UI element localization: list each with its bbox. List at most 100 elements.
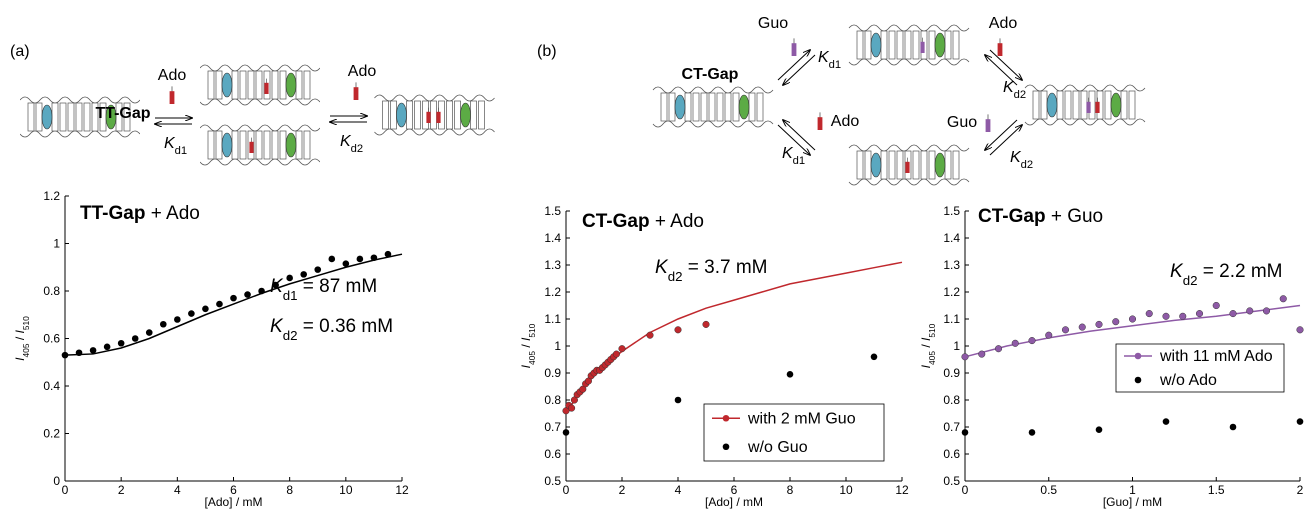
panel-label: (a) xyxy=(10,43,30,60)
text-part: K xyxy=(655,257,669,278)
ligand-icon xyxy=(169,86,175,105)
y-tick-label: 0.7 xyxy=(943,420,960,434)
data-point xyxy=(1229,423,1237,431)
text-part: 405 xyxy=(527,351,537,365)
x-tick-label: 6 xyxy=(731,483,738,497)
text-part: I xyxy=(519,337,533,341)
ligand-icon xyxy=(353,82,359,101)
constant: Kd1 xyxy=(164,135,187,157)
legend-label: with 2 mM Guo xyxy=(747,410,856,427)
y-tick-label: 1.1 xyxy=(943,312,960,326)
text-part: K xyxy=(1010,149,1022,166)
ligand-label: Ado xyxy=(989,15,1018,32)
data-point xyxy=(188,310,195,317)
data-point xyxy=(1011,339,1019,347)
data-point xyxy=(1212,301,1220,310)
data-point xyxy=(356,255,364,263)
y-tick-label: 1 xyxy=(53,237,60,251)
x-tick-label: 1 xyxy=(1129,483,1136,497)
y-tick-label: 0.6 xyxy=(943,447,960,461)
ligand-label: Guo xyxy=(758,15,788,32)
y-tick-label: 1.3 xyxy=(943,258,960,272)
x-tick-label: 0 xyxy=(62,483,69,497)
text-part: d1 xyxy=(793,155,805,167)
data-point xyxy=(961,429,969,436)
duplex xyxy=(848,24,970,66)
text-part: d1 xyxy=(283,288,298,303)
text-part: / xyxy=(13,333,27,343)
data-point xyxy=(568,404,576,412)
data-point xyxy=(145,329,153,336)
data-point xyxy=(1061,326,1070,334)
data-point xyxy=(314,266,322,273)
arrow xyxy=(989,125,1022,156)
y-tick-label: 1.2 xyxy=(943,285,960,299)
text-part: d1 xyxy=(175,145,187,157)
arrow xyxy=(777,50,810,81)
y-tick-label: 0.8 xyxy=(943,393,960,407)
data-point xyxy=(618,345,626,353)
x-tick-label: 2 xyxy=(118,483,125,497)
x-tick-label: 12 xyxy=(895,483,909,497)
data-point xyxy=(216,300,223,308)
text-part: d2 xyxy=(1014,89,1026,101)
data-point xyxy=(89,347,97,354)
text-part: I xyxy=(13,329,27,333)
legend-label: w/o Ado xyxy=(1159,372,1217,389)
y-tick-label: 0.9 xyxy=(544,366,561,380)
text-part: / xyxy=(919,341,933,351)
duplex xyxy=(652,86,774,128)
data-point xyxy=(961,353,969,361)
duplex xyxy=(200,124,320,166)
chart-title: CT-Gap + Guo xyxy=(978,206,1103,227)
data-point xyxy=(1028,337,1036,345)
duplex xyxy=(200,64,320,106)
x-tick-label: 8 xyxy=(787,483,794,497)
text-part: K xyxy=(1003,79,1015,96)
x-tick-label: 2 xyxy=(619,483,626,497)
text-part: K xyxy=(164,135,176,152)
data-point xyxy=(674,396,682,404)
y-tick-label: 1.4 xyxy=(544,231,561,245)
data-point xyxy=(1145,310,1153,318)
x-tick-label: 12 xyxy=(395,483,409,497)
data-point xyxy=(202,305,209,313)
x-tick-label: 2 xyxy=(1297,483,1304,497)
arrow xyxy=(989,49,1022,80)
y-tick-label: 1.2 xyxy=(544,285,561,299)
y-tick-label: 1.5 xyxy=(544,204,561,218)
text-part: K xyxy=(270,316,284,337)
x-axis-label: [Guo] / mM xyxy=(1103,495,1162,509)
y-tick-label: 1.1 xyxy=(544,312,561,326)
legend-label: with 11 mM Ado xyxy=(1159,348,1273,365)
y-tick-label: 0.6 xyxy=(544,447,561,461)
ligand-icon xyxy=(791,38,797,57)
x-tick-label: 1.5 xyxy=(1208,483,1225,497)
data-point xyxy=(1095,320,1103,328)
constant: Kd2 xyxy=(1010,149,1033,171)
y-axis-label: I405 / I510 xyxy=(919,323,937,368)
ligand-label: Ado xyxy=(348,63,377,80)
arrow xyxy=(985,119,1018,150)
ligand-icon xyxy=(997,38,1003,57)
y-tick-label: 0.6 xyxy=(43,332,60,346)
ligand-label: Ado xyxy=(831,113,860,130)
x-tick-label: 6 xyxy=(230,483,237,497)
arrow xyxy=(985,55,1018,86)
fit-line xyxy=(64,253,403,356)
constant: Kd1 xyxy=(818,49,841,71)
data-point xyxy=(286,274,293,282)
construct-label: TT-Gap xyxy=(95,105,150,122)
data-point xyxy=(328,255,336,263)
text-part: / xyxy=(519,341,533,351)
data-point xyxy=(1195,310,1204,318)
y-tick-label: 1.5 xyxy=(943,204,960,218)
data-point xyxy=(131,335,139,342)
text-part: = 87 mM xyxy=(297,276,377,297)
data-point xyxy=(174,316,181,323)
x-tick-label: 0.5 xyxy=(1040,483,1057,497)
y-tick-label: 0.5 xyxy=(544,474,561,488)
data-point xyxy=(1162,418,1170,425)
data-point xyxy=(75,349,83,357)
y-tick-label: 0.9 xyxy=(943,366,960,380)
